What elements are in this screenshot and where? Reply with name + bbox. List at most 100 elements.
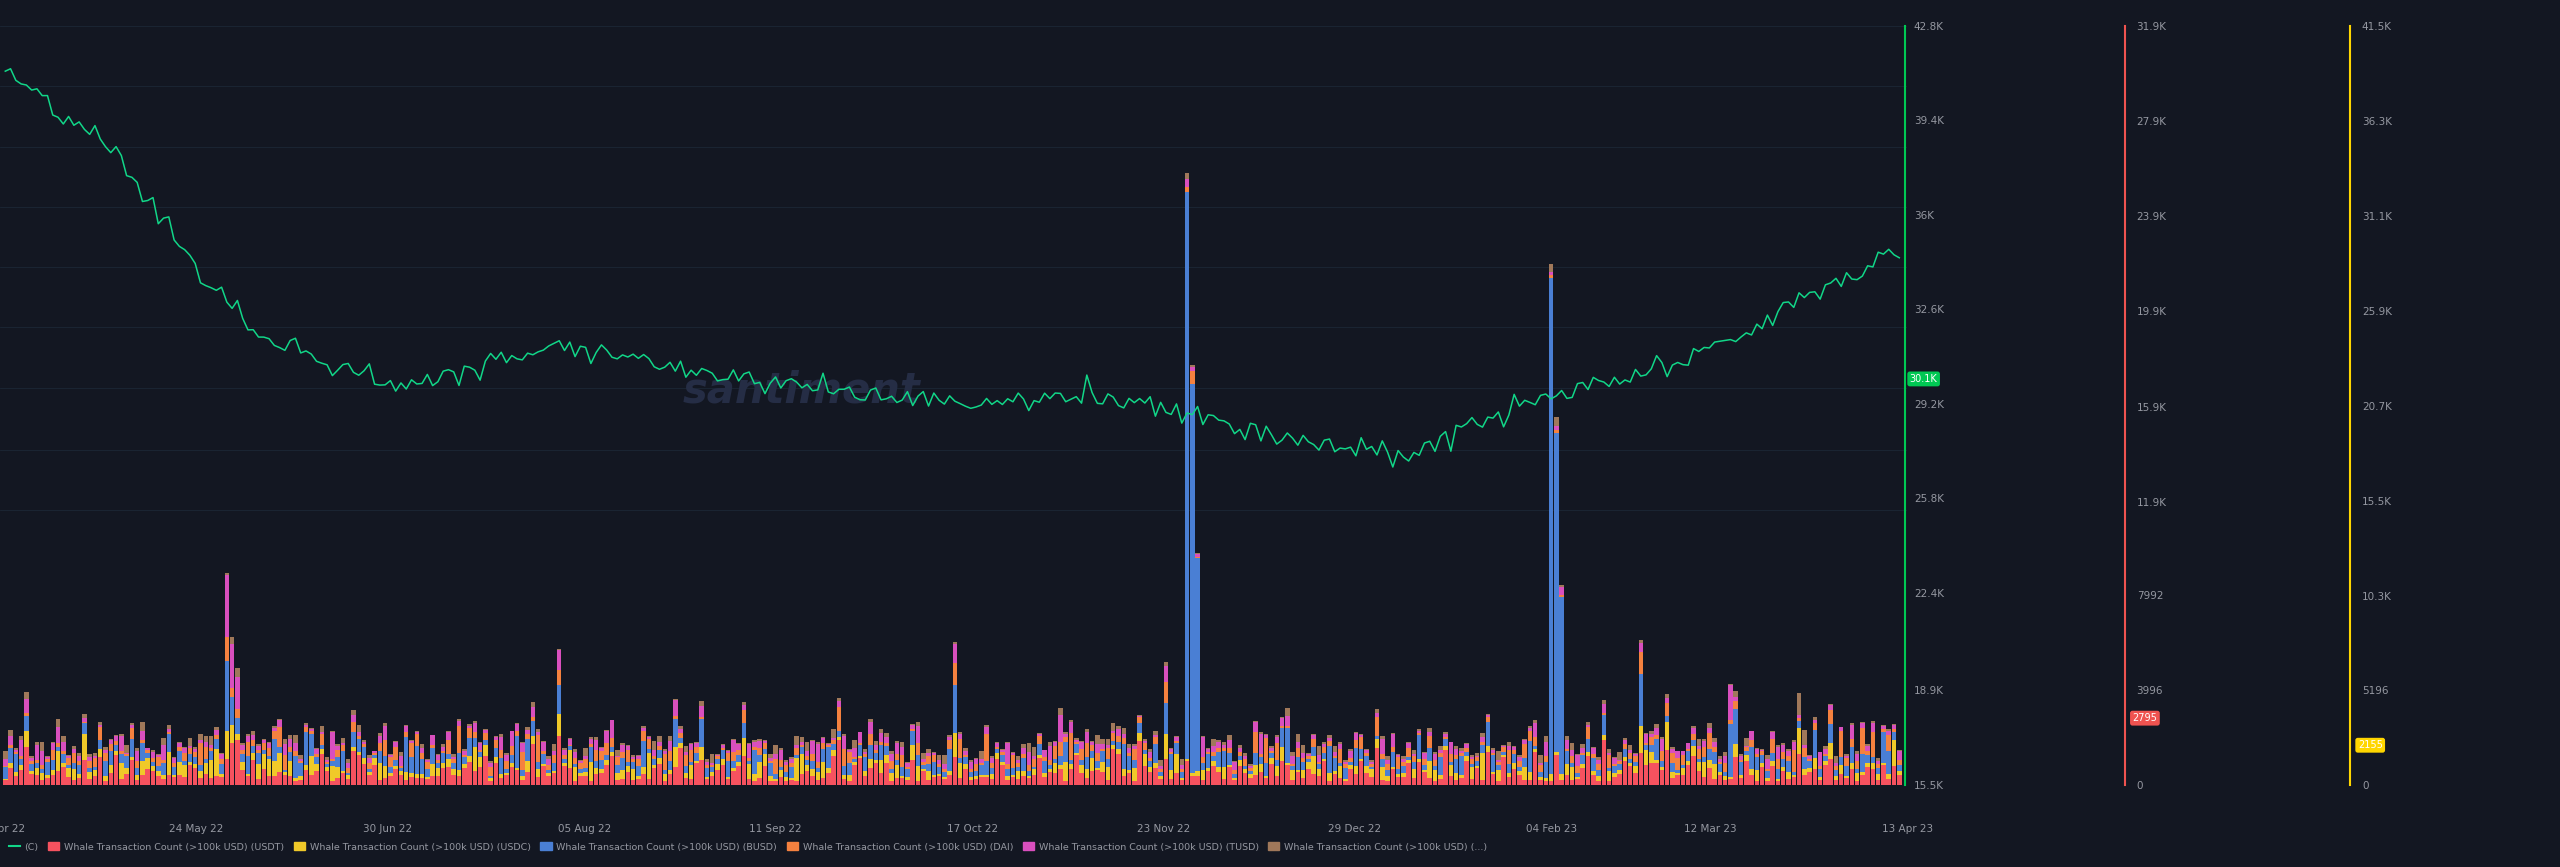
Bar	[668, 761, 673, 771]
Bar	[1728, 720, 1733, 724]
Bar	[1564, 751, 1569, 764]
Bar	[1469, 764, 1475, 767]
Bar	[1638, 674, 1644, 727]
Bar	[573, 781, 579, 785]
Bar	[1513, 754, 1516, 763]
Bar	[1649, 732, 1654, 734]
Bar	[1574, 773, 1580, 777]
Bar	[361, 747, 366, 758]
Bar	[888, 752, 893, 754]
Bar	[1395, 754, 1400, 755]
Bar	[1185, 192, 1190, 759]
Bar	[13, 754, 18, 772]
Bar	[310, 729, 312, 732]
Bar	[996, 743, 998, 747]
Bar	[1738, 762, 1743, 775]
Bar	[1321, 744, 1326, 747]
Bar	[1428, 733, 1431, 735]
Bar	[545, 755, 550, 759]
Bar	[474, 720, 476, 723]
Bar	[1260, 732, 1262, 734]
Bar	[1597, 759, 1600, 764]
Bar	[1623, 757, 1628, 761]
Bar	[1733, 745, 1738, 757]
Bar	[102, 781, 108, 785]
Bar	[1728, 724, 1733, 777]
Bar	[1196, 771, 1201, 776]
Bar	[1411, 778, 1416, 785]
Bar	[1411, 750, 1416, 753]
Bar	[648, 739, 650, 748]
Bar	[714, 765, 719, 770]
Bar	[515, 723, 520, 724]
Bar	[1006, 743, 1009, 764]
Bar	[177, 775, 182, 785]
Bar	[1554, 430, 1559, 433]
Bar	[901, 747, 904, 755]
Bar	[356, 755, 361, 785]
Bar	[1772, 739, 1774, 753]
Bar	[1802, 745, 1807, 748]
Bar	[1659, 766, 1664, 770]
Bar	[335, 778, 340, 785]
Bar	[1559, 597, 1564, 774]
Bar	[468, 756, 471, 762]
Text: 29 Dec 22: 29 Dec 22	[1329, 824, 1382, 834]
Bar	[1175, 741, 1178, 743]
Bar	[1848, 725, 1853, 740]
Bar	[1513, 750, 1516, 754]
Bar	[1027, 752, 1032, 765]
Bar	[1270, 747, 1275, 751]
Bar	[545, 773, 550, 776]
Bar	[515, 770, 520, 785]
Bar	[356, 725, 361, 732]
Bar	[748, 779, 753, 785]
Bar	[56, 751, 61, 771]
Bar	[1772, 766, 1774, 785]
Bar	[330, 733, 335, 759]
Bar	[1469, 758, 1475, 759]
Bar	[888, 754, 893, 760]
Bar	[901, 779, 904, 785]
Bar	[694, 743, 699, 747]
Bar	[788, 757, 794, 759]
Bar	[220, 759, 223, 764]
Bar	[1713, 752, 1718, 765]
Bar	[1096, 770, 1101, 785]
Bar	[579, 761, 584, 763]
Bar	[1364, 749, 1370, 750]
Bar	[509, 755, 515, 762]
Bar	[404, 733, 410, 737]
Bar	[614, 765, 620, 773]
Bar	[832, 744, 835, 750]
Bar	[625, 762, 630, 766]
Bar	[1459, 778, 1464, 785]
Bar	[461, 751, 466, 755]
Bar	[1428, 747, 1431, 761]
Bar	[922, 753, 927, 759]
Bar	[957, 763, 963, 778]
Bar	[852, 740, 858, 747]
Bar	[1887, 751, 1892, 774]
Bar	[842, 749, 847, 766]
Bar	[166, 726, 172, 729]
Bar	[287, 752, 292, 761]
Bar	[46, 758, 49, 759]
Bar	[1021, 744, 1027, 748]
Bar	[1196, 557, 1201, 558]
Bar	[102, 776, 108, 781]
Bar	[1549, 264, 1554, 272]
Bar	[1080, 740, 1083, 742]
Bar	[1334, 771, 1336, 774]
Bar	[1047, 769, 1052, 772]
Bar	[430, 745, 435, 748]
Bar	[1759, 767, 1764, 785]
Bar	[584, 756, 589, 759]
Bar	[504, 769, 509, 773]
Bar	[778, 759, 783, 766]
Bar	[192, 746, 197, 749]
Bar	[888, 773, 893, 781]
Bar	[410, 741, 415, 743]
Bar	[1664, 694, 1669, 698]
Bar	[1175, 743, 1178, 754]
